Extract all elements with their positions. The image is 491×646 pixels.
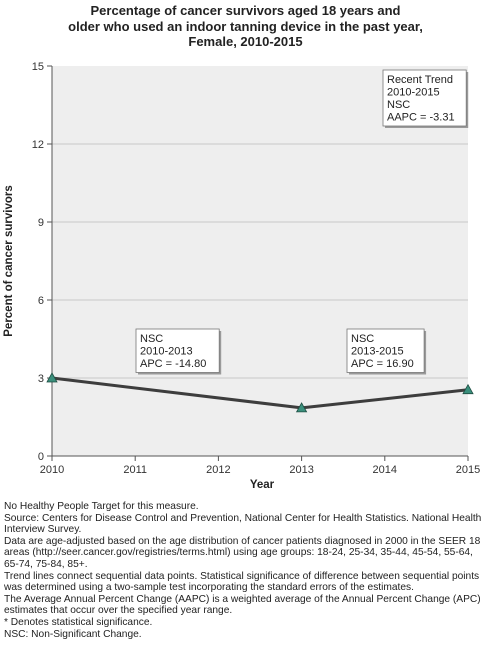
plot-area <box>52 66 468 456</box>
annotation-text: NSC <box>140 333 163 345</box>
annotation-text: APC = 16.90 <box>351 358 414 370</box>
y-tick-label: 6 <box>38 295 44 307</box>
x-tick-label: 2015 <box>456 464 480 476</box>
annotation-text: NSC <box>387 99 410 111</box>
annotation-text: Recent Trend <box>387 74 453 86</box>
annotation-box <box>135 328 220 373</box>
annotation-text: 2013-2015 <box>351 346 404 358</box>
data-point <box>295 402 308 413</box>
footnote-target: No Healthy People Target for this measur… <box>4 501 199 512</box>
annotation-text: AAPC = -3.31 <box>387 112 455 124</box>
footnote-significance: * Denotes statistical significance. <box>4 616 153 628</box>
footnote-trend-lines: Trend lines connect sequential data poin… <box>4 570 480 594</box>
chart-title-line: older who used an indoor tanning device … <box>68 18 423 34</box>
y-tick-label: 3 <box>38 373 44 385</box>
y-tick-label: 15 <box>32 61 44 73</box>
annotation-text: 2010-2013 <box>140 346 193 358</box>
y-tick-label: 0 <box>38 451 44 463</box>
x-axis-label: Year <box>250 479 275 491</box>
data-point <box>462 383 474 395</box>
annotation-text: 2010-2015 <box>387 87 440 99</box>
x-tick-label: 2014 <box>373 464 397 476</box>
y-tick-label: 9 <box>38 217 44 229</box>
data-point <box>46 372 58 383</box>
chart-title: Percentage of cancer survivors aged 18 y… <box>0 3 491 50</box>
line-chart: 0 3 6 9 12 15 2010 2011 2012 2013 2014 2015 Year Perc… <box>3 61 480 491</box>
y-tick-label: 12 <box>32 139 44 151</box>
footnote-aapc: The Average Annual Percent Change (AAPC)… <box>4 593 481 617</box>
chart-title-line: Percentage of cancer survivors aged 18 y… <box>90 3 401 18</box>
footnotes: No Healthy People Target for this measur… <box>4 501 488 640</box>
annotation-text: APC = -14.80 <box>140 358 206 370</box>
annotation-text: NSC <box>351 333 374 345</box>
x-tick-label: 2010 <box>40 464 64 476</box>
annotation-box <box>346 328 425 373</box>
footnote-age-adjusted: Data are age-adjusted based on the age d… <box>4 535 481 570</box>
chart-title-line: Female, 2010-2015 <box>188 34 303 49</box>
x-tick-label: 2012 <box>206 464 230 476</box>
annotation-box <box>382 69 467 127</box>
y-axis-label: Percent of cancer survivors <box>3 185 15 337</box>
footnote-source: Source: Centers for Disease Control and … <box>4 512 482 536</box>
footnote-nsc: NSC: Non-Significant Change. <box>4 628 142 640</box>
x-tick-label: 2011 <box>123 464 147 476</box>
x-tick-label: 2013 <box>289 464 313 476</box>
